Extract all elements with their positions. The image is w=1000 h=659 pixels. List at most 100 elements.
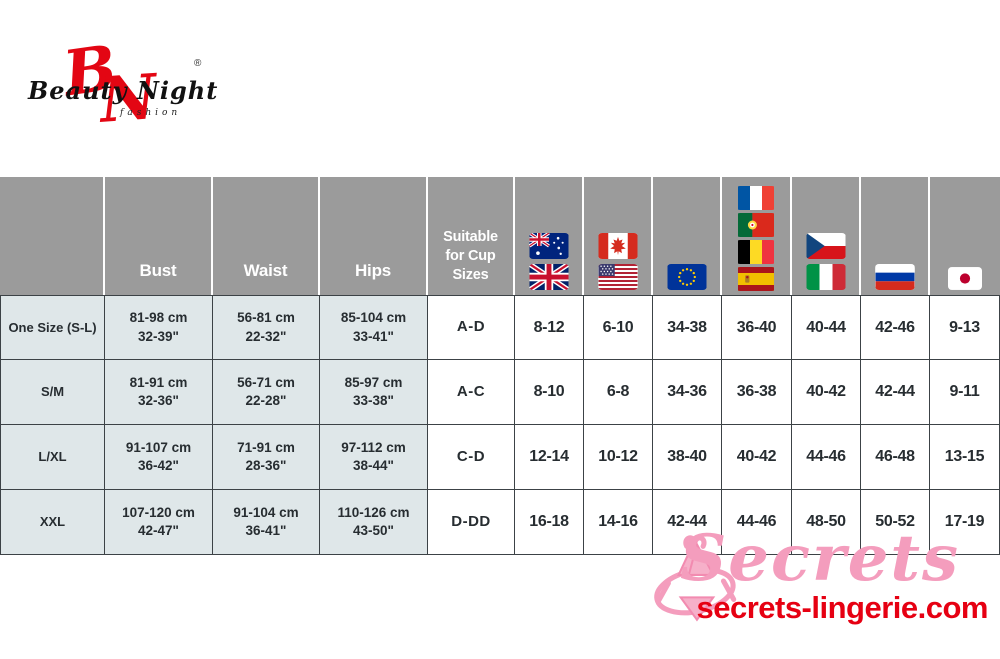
waist-cm: 56-71 cm [237,374,295,390]
hips-cell: 85-104 cm 33-41" [320,295,428,360]
hips-cell: 85-97 cm 33-38" [320,360,428,425]
row-size-label: L/XL [0,425,105,490]
bust-cm: 81-98 cm [129,310,188,326]
bust-in: 36-42" [138,458,179,473]
flag-italy-icon [806,264,846,290]
flag-united-states-icon [598,264,638,290]
size-chart-table: Bust Waist Hips Suitable for Cup Sizes [0,177,1000,555]
bust-in: 42-47" [138,523,179,538]
row-size-label: One Size (S-L) [0,295,105,360]
cz-it-size-cell: 48-50 [792,490,861,555]
row-size-label: S/M [0,360,105,425]
header-flags-cz-it [792,177,861,295]
uk-au-size-cell: 16-18 [515,490,584,555]
bust-cell: 81-98 cm 32-39" [105,295,213,360]
header-cup-sizes-label: Suitable for Cup Sizes [443,229,498,284]
waist-cell: 56-71 cm 22-28" [213,360,320,425]
beauty-night-logo: B N Beauty Night ® fashion [22,31,222,152]
header-waist-label: Waist [243,261,288,280]
header-flags-fr-pt-be-es [722,177,792,295]
waist-cell: 91-104 cm 36-41" [213,490,320,555]
flag-australia-icon [528,233,569,259]
fr-be-es-size-cell: 36-38 [722,360,792,425]
cz-it-size-cell: 44-46 [792,425,861,490]
cup-size-cell: C-D [428,425,515,490]
header-cup-sizes: Suitable for Cup Sizes [428,177,515,295]
flag-canada-icon [598,233,638,259]
fr-be-es-size-cell: 36-40 [722,295,792,360]
uk-au-size-cell: 12-14 [515,425,584,490]
cup-size-cell: A-C [428,360,515,425]
uk-au-size-cell: 8-10 [515,360,584,425]
waist-in: 36-41" [245,523,287,538]
eu-size-cell: 34-36 [653,360,722,425]
hips-cm: 110-126 cm [337,504,410,520]
waist-in: 22-28" [245,393,287,408]
bust-cell: 107-120 cm 42-47" [105,490,213,555]
flag-united-kingdom-icon [528,264,569,290]
header-hips-label: Hips [354,261,392,280]
hips-cell: 110-126 cm 43-50" [320,490,428,555]
flag-belgium-icon [736,240,776,264]
hips-cell: 97-112 cm 38-44" [320,425,428,490]
ca-us-size-cell: 10-12 [584,425,653,490]
flag-russia-icon [875,264,915,290]
waist-in: 22-32" [245,328,287,344]
waist-cell: 71-91 cm 28-36" [213,425,320,490]
uk-au-size-cell: 8-12 [515,295,584,360]
bust-cell: 91-107 cm 36-42" [105,425,213,490]
watermark-script-text: Secrets [680,521,960,596]
bust-in: 32-36" [138,393,179,408]
fr-be-es-size-cell: 40-42 [722,425,792,490]
bust-cm: 81-91 cm [129,374,188,390]
site-url-text: secrets-lingerie.com [696,590,988,626]
jp-size-cell: 17-19 [930,490,1000,555]
waist-cell: 56-81 cm 22-32" [213,295,320,360]
waist-cm: 56-81 cm [237,310,295,326]
bust-cm: 91-107 cm [125,439,192,455]
header-flag-ru [861,177,930,295]
bust-cm: 107-120 cm [122,504,195,520]
bust-cell: 81-91 cm 32-36" [105,360,213,425]
row-size-label: XXL [0,490,105,555]
cz-it-size-cell: 40-44 [792,295,861,360]
jp-size-cell: 9-11 [930,360,1000,425]
eu-size-cell: 34-38 [653,295,722,360]
hips-cm: 97-112 cm [341,439,406,455]
flag-spain-icon [736,267,776,291]
hips-in: 38-44" [353,458,394,473]
header-waist: Waist [213,177,320,295]
header-size-blank [0,177,105,295]
flag-portugal-icon [736,213,776,237]
ca-us-size-cell: 6-8 [584,360,653,425]
hips-in: 33-41" [353,328,394,344]
waist-cm: 91-104 cm [233,504,299,520]
header-hips: Hips [320,177,428,295]
ru-size-cell: 42-44 [861,360,930,425]
header-bust: Bust [105,177,213,295]
header-flags-ca-us [584,177,653,295]
flag-france-icon [736,186,776,210]
jp-size-cell: 9-13 [930,295,1000,360]
ca-us-size-cell: 6-10 [584,295,653,360]
brand-name: Beauty Night [28,76,219,105]
ru-size-cell: 42-46 [861,295,930,360]
eu-size-cell: 38-40 [653,425,722,490]
secrets-watermark: Secrets secrets-lingerie.com [648,521,989,626]
bust-in: 32-39" [138,328,179,344]
header-bust-label: Bust [139,261,177,280]
hips-cm: 85-97 cm [344,374,403,390]
ru-size-cell: 46-48 [861,425,930,490]
flag-european-union-icon [667,264,707,290]
waist-cm: 71-91 cm [237,439,295,455]
cup-size-cell: A-D [428,295,515,360]
header-flags-uk-au [515,177,584,295]
hips-in: 33-38" [353,393,394,408]
fr-be-es-size-cell: 44-46 [722,490,792,555]
header-flag-eu [653,177,722,295]
header-flag-jp [930,177,1000,295]
hips-in: 43-50" [353,523,394,538]
flag-czech-republic-icon [806,233,846,259]
flag-japan-icon [948,267,982,290]
